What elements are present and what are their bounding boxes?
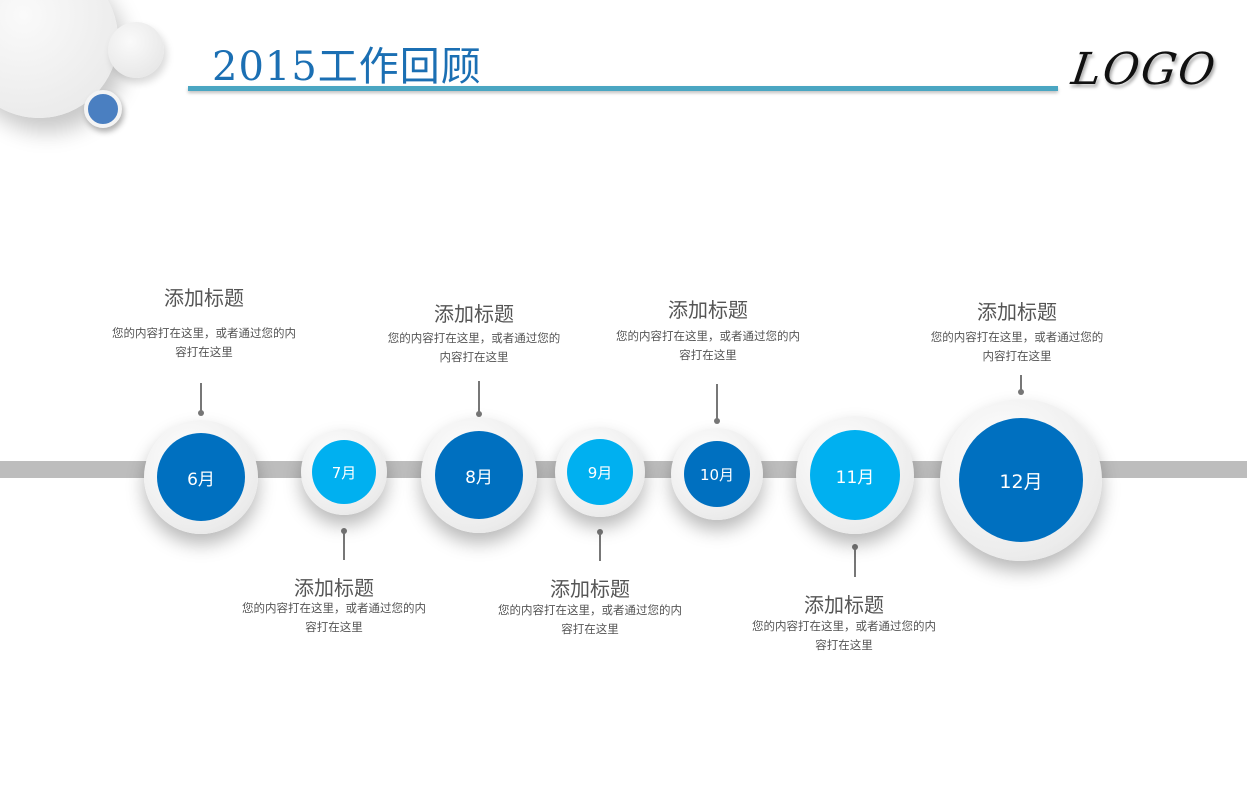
connector-dot [476, 411, 482, 417]
description-line: 您的内容打在这里，或者通过您的内 [112, 326, 296, 340]
month-circle: 6月 [157, 433, 245, 521]
description-line: 容打在这里 [175, 345, 233, 359]
connector-dot [198, 410, 204, 416]
month-node: 10月 [671, 428, 763, 520]
description-line: 内容打在这里 [439, 350, 509, 364]
month-node: 11月 [796, 416, 914, 534]
month-circle: 9月 [567, 439, 633, 505]
connector-line [599, 532, 601, 561]
description-line: 您的内容打在这里，或者通过您的内 [616, 329, 800, 343]
month-circle: 12月 [959, 418, 1083, 542]
connector-dot [1018, 389, 1024, 395]
item-description: 您的内容打在这里，或者通过您的内 容打在这里 [470, 601, 710, 639]
item-description: 您的内容打在这里，或者通过您的内 容打在这里 [724, 617, 964, 655]
decor-circle-blue [84, 90, 122, 128]
month-node: 7月 [301, 429, 387, 515]
month-node: 8月 [421, 417, 537, 533]
month-label: 6月 [187, 469, 215, 490]
connector-line [200, 383, 202, 413]
item-title: 添加标题 [294, 576, 374, 600]
description-line: 容打在这里 [679, 348, 737, 362]
item-title: 添加标题 [804, 593, 884, 617]
connector-line [854, 547, 856, 577]
month-circle: 7月 [312, 440, 376, 504]
description-line: 您的内容打在这里，或者通过您的 [387, 331, 561, 345]
connector-dot [714, 418, 720, 424]
connector-line [1020, 375, 1022, 392]
item-description: 您的内容打在这里，或者通过您的 内容打在这里 [897, 328, 1137, 366]
month-label: 8月 [465, 467, 493, 488]
month-node: 12月 [940, 399, 1102, 561]
description-line: 您的内容打在这里，或者通过您的 [930, 330, 1104, 344]
description-line: 容打在这里 [815, 638, 873, 652]
connector-dot [597, 529, 603, 535]
description-line: 内容打在这里 [982, 349, 1052, 363]
item-title: 添加标题 [550, 577, 630, 601]
item-description: 您的内容打在这里，或者通过您的内 容打在这里 [588, 327, 828, 365]
decor-circle-small [108, 22, 164, 78]
description-line: 您的内容打在这里，或者通过您的内 [242, 601, 426, 615]
connector-line [343, 531, 345, 560]
description-line: 容打在这里 [305, 620, 363, 634]
month-label: 11月 [835, 467, 875, 488]
month-label: 12月 [999, 470, 1043, 493]
connector-line [478, 381, 480, 414]
connector-dot [852, 544, 858, 550]
connector-line [716, 384, 718, 421]
item-description: 您的内容打在这里，或者通过您的内 容打在这里 [84, 324, 324, 362]
item-title: 添加标题 [164, 286, 244, 310]
month-label: 9月 [587, 463, 613, 482]
item-title: 添加标题 [434, 302, 514, 326]
description-line: 您的内容打在这里，或者通过您的内 [498, 603, 682, 617]
month-label: 7月 [331, 463, 357, 482]
item-description: 您的内容打在这里，或者通过您的 内容打在这里 [354, 329, 594, 367]
month-node: 6月 [144, 420, 258, 534]
description-line: 您的内容打在这里，或者通过您的内 [752, 619, 936, 633]
month-node: 9月 [555, 427, 645, 517]
page-title: 2015工作回顾 [212, 44, 482, 90]
month-label: 10月 [699, 465, 735, 484]
item-description: 您的内容打在这里，或者通过您的内 容打在这里 [214, 599, 454, 637]
month-circle: 10月 [684, 441, 750, 507]
title-underline [188, 86, 1058, 91]
month-circle: 11月 [810, 430, 900, 520]
logo: LOGO [1068, 44, 1221, 95]
item-title: 添加标题 [977, 300, 1057, 324]
connector-dot [341, 528, 347, 534]
description-line: 容打在这里 [561, 622, 619, 636]
item-title: 添加标题 [668, 298, 748, 322]
month-circle: 8月 [435, 431, 523, 519]
